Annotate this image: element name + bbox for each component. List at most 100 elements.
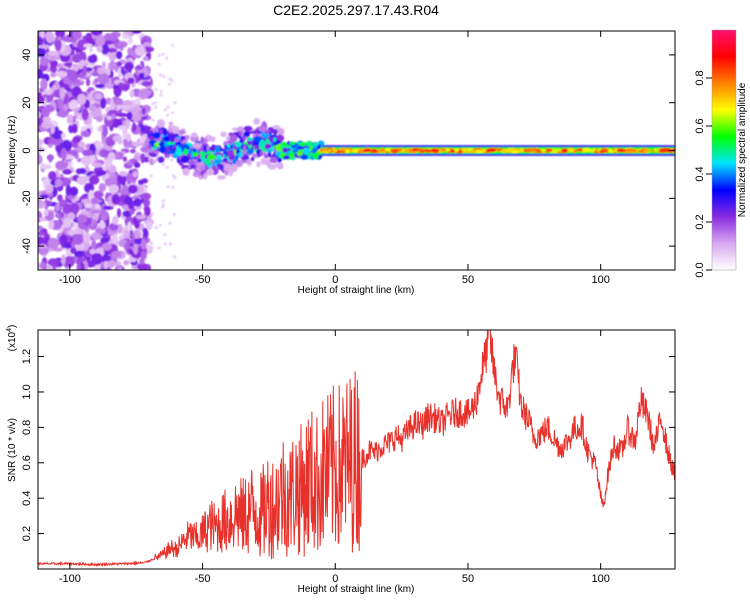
heatmap-cell bbox=[145, 220, 153, 230]
heatmap-cell bbox=[200, 136, 204, 145]
heatmap-cell bbox=[450, 149, 455, 153]
heatmap-cell bbox=[91, 238, 97, 251]
heatmap-cell bbox=[47, 237, 59, 250]
heatmap-cell bbox=[111, 118, 123, 128]
heatmap-cell bbox=[102, 125, 108, 137]
heatmap-cell bbox=[131, 31, 142, 34]
heatmap-cell bbox=[38, 111, 42, 119]
heatmap-cell bbox=[103, 40, 114, 45]
heatmap-cell bbox=[179, 161, 184, 166]
heatmap-cell bbox=[199, 165, 206, 171]
heatmap-cell bbox=[214, 146, 221, 153]
heatmap-cell bbox=[101, 43, 110, 55]
heatmap-cell bbox=[38, 115, 44, 126]
heatmap-cell bbox=[47, 139, 55, 145]
heatmap-cell bbox=[264, 130, 270, 135]
heatmap-cell bbox=[172, 212, 176, 216]
snr-x-ticks: -100 -50 0 50 100 bbox=[59, 330, 610, 585]
heatmap-cell bbox=[192, 171, 200, 178]
heatmap-cell bbox=[106, 260, 116, 268]
heatmap-cell bbox=[50, 72, 57, 78]
heatmap-cell bbox=[124, 61, 134, 71]
heatmap-cell bbox=[39, 56, 50, 67]
heatmap-cell bbox=[252, 136, 262, 142]
x-tick-label: 100 bbox=[592, 573, 610, 585]
x-tick-label: -100 bbox=[59, 274, 81, 286]
heatmap-cell bbox=[135, 45, 146, 57]
heatmap-cell bbox=[259, 139, 266, 148]
heatmap-cell bbox=[54, 212, 62, 219]
heatmap-cell bbox=[69, 186, 79, 197]
heatmap-cell bbox=[220, 131, 227, 137]
heatmap-cell bbox=[553, 147, 562, 152]
heatmap-cell bbox=[43, 209, 49, 217]
heatmap-cell bbox=[42, 115, 51, 123]
heatmap-cell bbox=[217, 175, 226, 180]
heatmap-cell bbox=[658, 148, 666, 153]
heatmap-cell bbox=[226, 143, 231, 148]
heatmap-cell bbox=[161, 163, 165, 167]
heatmap-cell bbox=[47, 258, 60, 267]
heatmap-cell bbox=[256, 161, 261, 168]
heatmap-cell bbox=[95, 83, 106, 89]
heatmap-cell bbox=[59, 87, 66, 99]
heatmap-cell bbox=[371, 148, 377, 153]
heatmap-cell bbox=[173, 101, 177, 105]
heatmap-cell bbox=[211, 144, 216, 153]
heatmap-cell bbox=[72, 136, 82, 143]
heatmap-cell bbox=[113, 97, 124, 106]
heatmap-cell bbox=[154, 105, 158, 109]
y-tick-label: 40 bbox=[21, 49, 33, 61]
heatmap-cell bbox=[121, 100, 133, 106]
heatmap-cell bbox=[140, 153, 146, 164]
heatmap-cell bbox=[441, 148, 447, 152]
heatmap-cell bbox=[475, 149, 484, 154]
heatmap-cell bbox=[127, 184, 138, 194]
heatmap-cell bbox=[151, 118, 155, 122]
heatmap-cell bbox=[306, 153, 315, 157]
heatmap-cell bbox=[129, 89, 135, 98]
heatmap-cell bbox=[131, 122, 137, 133]
heatmap-cell bbox=[113, 177, 118, 186]
heatmap-cell bbox=[76, 175, 88, 186]
heatmap-cell bbox=[429, 148, 440, 153]
y-tick-label: 0.4 bbox=[21, 491, 33, 506]
heatmap-cell bbox=[55, 202, 61, 212]
heatmap-cell bbox=[70, 99, 79, 110]
heatmap-cell bbox=[142, 227, 148, 234]
heatmap-cell bbox=[206, 168, 214, 176]
heatmap-cell bbox=[57, 98, 64, 110]
heatmap-cell bbox=[80, 130, 90, 138]
heatmap-cell bbox=[118, 171, 128, 177]
heatmap-cell bbox=[44, 185, 54, 194]
heatmap-cell bbox=[505, 148, 514, 153]
x-tick-label: -50 bbox=[195, 573, 211, 585]
heatmap-cell bbox=[204, 158, 211, 165]
heatmap-cell bbox=[487, 148, 497, 152]
heatmap-cell bbox=[93, 92, 103, 100]
heatmap-cell bbox=[190, 132, 198, 138]
heatmap-cell bbox=[97, 67, 106, 75]
heatmap-cell bbox=[540, 148, 547, 153]
heatmap-cell bbox=[601, 148, 606, 153]
heatmap-cell bbox=[274, 162, 283, 168]
heatmap-cell bbox=[327, 148, 332, 153]
heatmap-cell bbox=[246, 148, 254, 155]
spectrogram-heatmap bbox=[38, 31, 675, 270]
heatmap-cell bbox=[131, 113, 142, 122]
heatmap-cell bbox=[426, 149, 432, 153]
heatmap-cell bbox=[143, 198, 151, 208]
snr-panel: -100 -50 0 50 100 0.2 0.4 0.6 0.8 1.0 1.2 Height … bbox=[6, 325, 676, 595]
heatmap-cell bbox=[77, 214, 88, 224]
heatmap-cell bbox=[107, 61, 116, 71]
chart-title: C2E2.2025.297.17.43.R04 bbox=[273, 2, 439, 18]
snr-y-ticks: 0.2 0.4 0.6 0.8 1.0 1.2 bbox=[21, 349, 675, 541]
heatmap-cell bbox=[168, 242, 172, 246]
heatmap-cell bbox=[86, 78, 91, 87]
heatmap-cell bbox=[192, 142, 202, 149]
heatmap-cell bbox=[133, 244, 139, 255]
heatmap-cell bbox=[180, 155, 190, 164]
heatmap-cell bbox=[69, 71, 79, 82]
heatmap-cell bbox=[117, 223, 123, 235]
heatmap-cell bbox=[45, 31, 55, 44]
